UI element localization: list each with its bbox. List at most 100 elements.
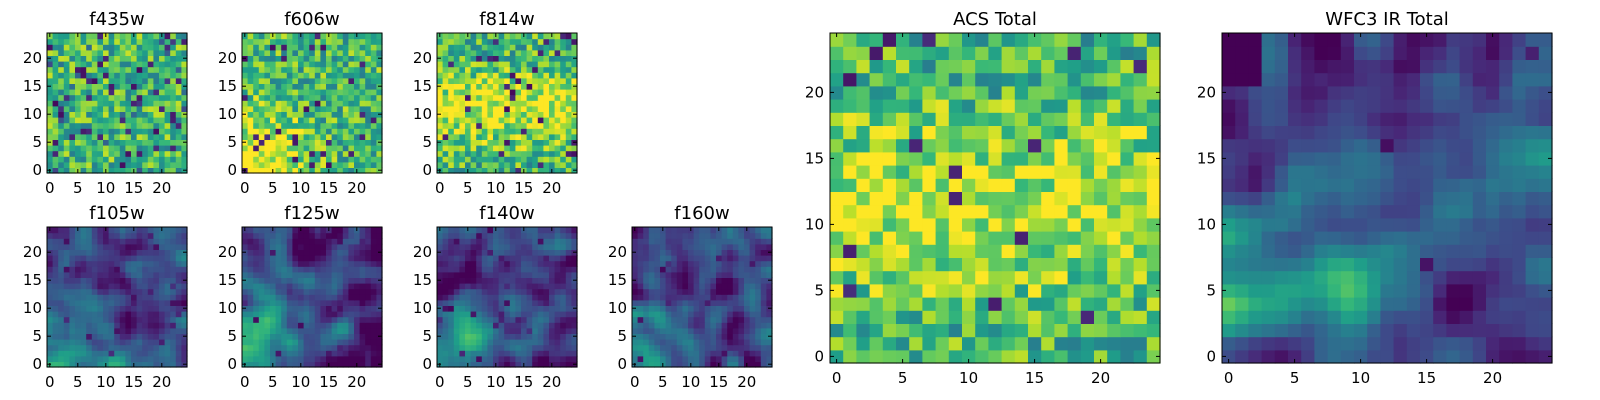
heatmap-cell xyxy=(504,243,511,250)
heatmap-cell xyxy=(843,191,857,206)
heatmap-cell xyxy=(560,128,567,135)
heatmap-cell xyxy=(896,283,910,298)
heatmap-cell xyxy=(571,145,578,152)
heatmap-cell xyxy=(738,288,745,295)
heatmap-cell xyxy=(498,327,505,334)
heatmap-cell xyxy=(676,294,683,301)
heatmap-cell xyxy=(75,117,82,124)
heatmap-cell xyxy=(52,316,59,323)
heatmap-cell xyxy=(721,277,728,284)
heatmap-cell xyxy=(1094,217,1108,232)
heatmap-cell xyxy=(242,100,249,107)
heatmap-cell xyxy=(843,151,857,166)
heatmap-cell xyxy=(704,305,711,312)
heatmap-cell xyxy=(869,204,884,219)
heatmap-cell xyxy=(52,100,59,107)
heatmap-cell xyxy=(721,294,728,301)
heatmap-cell xyxy=(487,238,494,245)
heatmap-cell xyxy=(498,266,505,273)
heatmap-cell xyxy=(476,44,483,51)
heatmap-cell xyxy=(337,344,344,351)
heatmap-cell xyxy=(498,49,505,56)
heatmap-cell xyxy=(108,150,115,157)
heatmap-cell xyxy=(509,271,516,278)
heatmap-cell xyxy=(108,288,115,295)
heatmap-cell xyxy=(543,117,550,124)
heatmap-cell xyxy=(131,94,138,101)
heatmap-cell xyxy=(331,122,338,129)
heatmap-cell xyxy=(320,156,327,163)
heatmap-cell xyxy=(175,260,182,267)
heatmap-cell xyxy=(270,271,277,278)
heatmap-cell xyxy=(370,150,377,157)
heatmap-cell xyxy=(86,111,93,118)
heatmap-cell xyxy=(1014,297,1029,311)
heatmap-cell xyxy=(498,238,505,245)
heatmap-cell xyxy=(97,77,104,84)
heatmap-cell xyxy=(292,89,299,96)
heatmap-cell xyxy=(693,316,700,323)
heatmap-cell xyxy=(476,139,483,146)
heatmap-cell xyxy=(69,133,76,140)
heatmap-cell xyxy=(476,111,483,118)
heatmap-cell xyxy=(354,260,361,267)
heatmap-cell xyxy=(1067,191,1082,206)
heatmap-cell xyxy=(147,271,154,278)
heatmap-cell xyxy=(549,294,556,301)
heatmap-cell xyxy=(281,350,288,357)
heatmap-cell xyxy=(1120,336,1135,351)
heatmap-cell xyxy=(131,333,138,340)
heatmap-cell xyxy=(281,243,288,250)
heatmap-cell xyxy=(935,217,950,232)
heatmap-cell xyxy=(63,232,70,239)
heatmap-cell xyxy=(459,150,466,157)
heatmap-cell xyxy=(314,33,321,40)
heatmap-cell xyxy=(493,271,500,278)
heatmap-cell xyxy=(554,167,561,174)
heatmap-cell xyxy=(170,255,177,262)
heatmap-cell xyxy=(448,72,455,79)
heatmap-cell xyxy=(453,305,460,312)
heatmap-cell xyxy=(453,133,460,140)
heatmap-cell xyxy=(86,344,93,351)
heatmap-cell xyxy=(63,294,70,301)
heatmap-cell xyxy=(142,311,149,318)
heatmap-cell xyxy=(275,344,282,351)
heatmap-cell xyxy=(532,333,539,340)
heatmap-cell xyxy=(275,322,282,329)
heatmap-cell xyxy=(370,44,377,51)
heatmap-cell xyxy=(175,232,182,239)
heatmap-cell xyxy=(571,344,578,351)
heatmap-cell xyxy=(159,128,166,135)
heatmap-cell xyxy=(975,323,989,338)
heatmap-cell xyxy=(298,299,305,306)
heatmap-cell xyxy=(571,89,578,96)
heatmap-cell xyxy=(682,299,689,306)
heatmap-cell xyxy=(744,355,751,362)
heatmap-cell xyxy=(526,139,533,146)
heatmap-cell xyxy=(554,94,561,101)
heatmap-cell xyxy=(75,38,82,45)
heatmap-cell xyxy=(142,316,149,323)
heatmap-cell xyxy=(749,271,756,278)
heatmap-cell xyxy=(153,83,160,90)
heatmap-cell xyxy=(1054,178,1069,192)
heatmap-cell xyxy=(869,283,884,298)
heatmap-cell xyxy=(253,83,260,90)
heatmap-cell xyxy=(498,322,505,329)
heatmap-cell xyxy=(476,311,483,318)
heatmap-cell xyxy=(131,243,138,250)
heatmap-cell xyxy=(665,299,672,306)
heatmap-cell xyxy=(648,299,655,306)
heatmap-cell xyxy=(882,244,897,258)
heatmap-cell xyxy=(766,288,773,295)
heatmap-cell xyxy=(537,232,544,239)
heatmap-cell xyxy=(532,139,539,146)
heatmap-cell xyxy=(247,271,254,278)
heatmap-cell xyxy=(988,244,1003,258)
heatmap-cell xyxy=(716,350,723,357)
heatmap-cell xyxy=(103,344,110,351)
heatmap-cell xyxy=(86,49,93,56)
heatmap-cell xyxy=(298,77,305,84)
